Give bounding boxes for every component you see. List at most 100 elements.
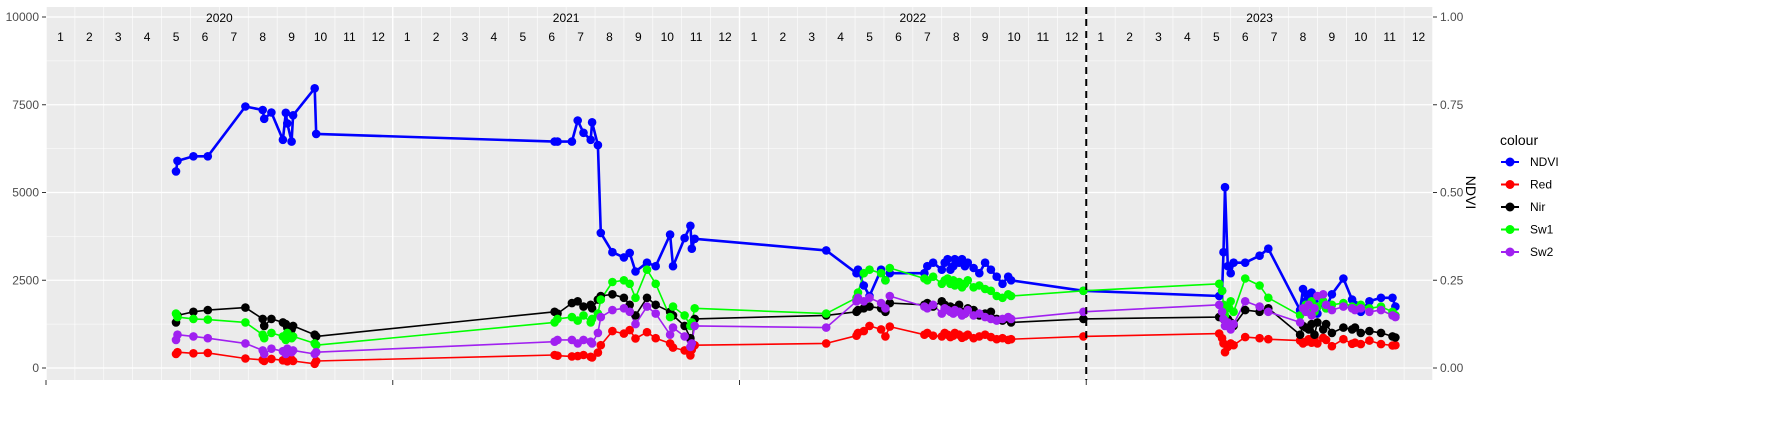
point-nir [1376, 328, 1386, 338]
point-ndvi [686, 221, 695, 231]
point-sw2 [593, 328, 603, 338]
month-label: 2 [86, 30, 93, 44]
legend-item-ndvi: NDVI [1501, 155, 1559, 169]
month-label: 6 [1242, 30, 1249, 44]
point-ndvi [937, 265, 947, 275]
point-red [608, 326, 617, 336]
x-axis-ticks [45, 380, 1087, 385]
point-ndvi [189, 152, 198, 161]
month-label: 11 [1383, 30, 1396, 44]
point-sw2 [1365, 307, 1374, 317]
month-label: 12 [1412, 30, 1426, 44]
month-label: 7 [924, 30, 931, 44]
month-label: 9 [288, 30, 295, 44]
point-sw1 [267, 328, 276, 338]
point-ndvi [1264, 244, 1273, 253]
point-ndvi [173, 156, 182, 166]
point-nir [587, 304, 597, 313]
point-ndvi [1255, 251, 1264, 260]
point-red [1240, 332, 1250, 342]
point-red [259, 356, 269, 366]
point-sw2 [1310, 304, 1319, 313]
point-sw2 [1321, 300, 1331, 310]
point-ndvi [241, 102, 250, 111]
point-nir [1356, 328, 1366, 338]
month-label: 4 [1184, 30, 1191, 44]
point-sw2 [1307, 311, 1316, 320]
month-label: 1 [751, 30, 758, 44]
point-red [1321, 335, 1331, 345]
month-label: 1 [1097, 30, 1104, 44]
y-left-tick-label: 0 [32, 361, 39, 375]
month-label: 1 [57, 30, 64, 44]
point-red [1255, 333, 1264, 343]
point-sw2 [311, 347, 321, 357]
point-nir [203, 305, 213, 315]
point-sw2 [553, 335, 562, 345]
point-red [631, 334, 640, 343]
point-ndvi [651, 261, 660, 271]
point-sw1 [885, 263, 895, 273]
point-red [1356, 339, 1366, 349]
point-nir [642, 293, 652, 303]
year-label: 2022 [900, 11, 927, 25]
point-red [593, 348, 603, 357]
month-label: 3 [115, 30, 122, 44]
point-nir [311, 332, 321, 341]
point-ndvi [310, 84, 320, 93]
point-ndvi [281, 108, 291, 118]
month-label: 11 [343, 30, 356, 44]
point-ndvi [259, 114, 269, 124]
point-red [311, 356, 321, 366]
y-left-tick-label: 10000 [6, 10, 40, 24]
point-sw2 [1295, 318, 1305, 327]
month-label: 3 [462, 30, 469, 44]
point-ndvi [969, 263, 978, 273]
point-ndvi [593, 140, 603, 150]
point-sw1 [259, 333, 269, 343]
point-red [651, 333, 660, 343]
point-red [288, 356, 298, 366]
point-red [1376, 339, 1386, 349]
point-ndvi [573, 116, 582, 125]
point-red [821, 339, 831, 348]
month-label: 5 [173, 30, 180, 44]
y-left-tick-label: 2500 [12, 273, 39, 287]
point-ndvi [665, 230, 675, 239]
month-label: 4 [837, 30, 844, 44]
point-sw1 [963, 276, 973, 285]
point-ndvi [1376, 293, 1386, 303]
point-nir [608, 290, 617, 299]
point-sw2 [241, 339, 250, 348]
point-nir [865, 302, 874, 311]
legend-label: NDVI [1530, 155, 1559, 169]
point-red [1229, 340, 1238, 350]
point-ndvi [631, 267, 640, 276]
point-ndvi [1388, 293, 1397, 303]
point-ndvi [975, 268, 984, 278]
point-sw2 [587, 339, 597, 348]
point-ndvi [690, 234, 699, 244]
y-right-tick-label: 0.25 [1440, 273, 1464, 287]
point-red [1365, 336, 1374, 345]
point-sw1 [311, 340, 321, 350]
point-nir [579, 302, 588, 311]
y-axis-right: 0.00 0.25 0.50 0.75 1.00 [1433, 10, 1464, 375]
series-points [171, 84, 1400, 369]
point-sw2 [881, 304, 890, 313]
month-label: 3 [1155, 30, 1162, 44]
point-red [1327, 341, 1337, 351]
point-ndvi [943, 254, 952, 264]
point-red [1339, 334, 1348, 344]
point-ndvi [203, 152, 213, 161]
point-sw1 [625, 279, 634, 289]
month-label: 8 [259, 30, 266, 44]
point-nir [1339, 323, 1348, 332]
point-ndvi [579, 128, 588, 138]
point-red [173, 347, 182, 357]
legend-title: colour [1500, 132, 1538, 148]
major-gridlines [45, 7, 1434, 380]
legend-item-sw2: Sw2 [1501, 245, 1554, 259]
point-ndvi [992, 272, 1001, 282]
month-label: 9 [635, 30, 642, 44]
